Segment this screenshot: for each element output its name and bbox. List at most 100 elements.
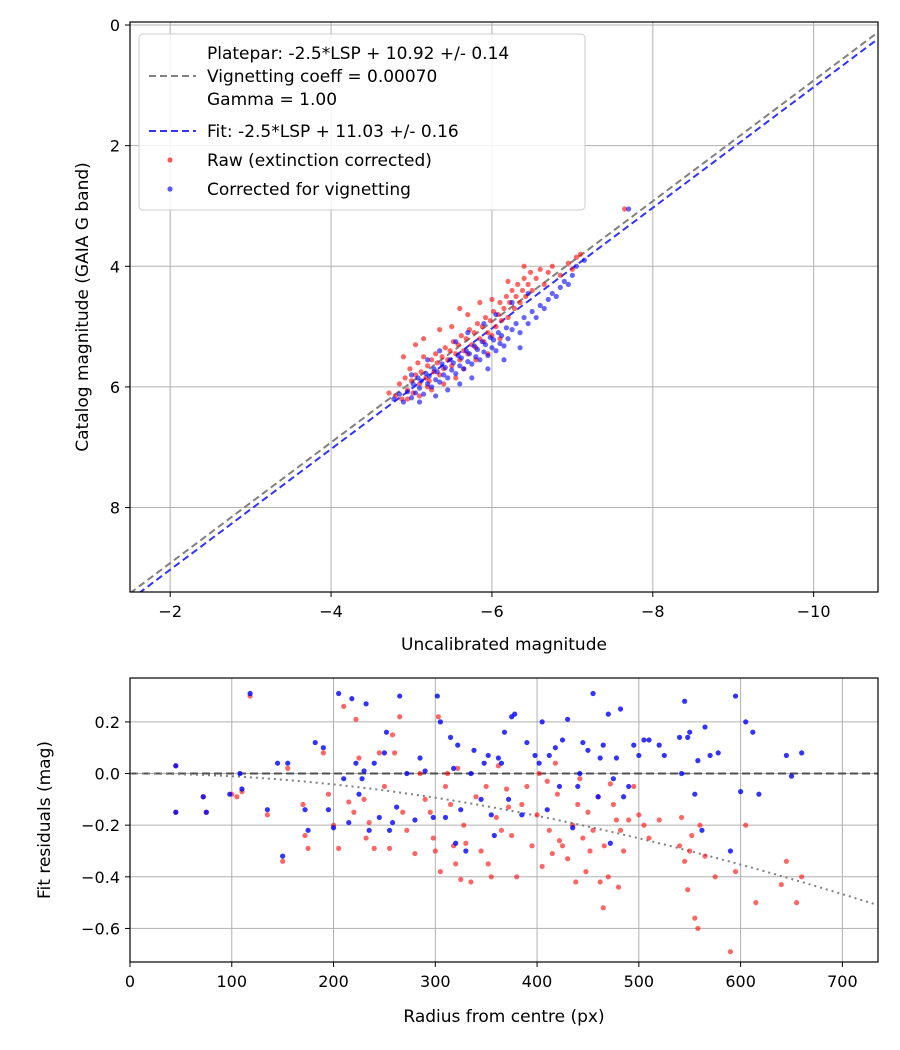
- bottom-xtick-label: 300: [420, 972, 451, 991]
- bottom-point-raw: [793, 900, 800, 906]
- top-point-corrected: [477, 357, 483, 363]
- bottom-point-corrected: [237, 770, 243, 777]
- bottom-point-corrected: [495, 755, 502, 761]
- top-point-corrected: [553, 293, 559, 300]
- bottom-point-raw: [590, 827, 596, 833]
- top-xtick-label: −10: [797, 602, 831, 621]
- bottom-point-raw: [636, 812, 642, 818]
- top-point-corrected: [441, 372, 447, 378]
- top-point-corrected: [525, 290, 531, 297]
- bottom-point-corrected: [738, 789, 744, 795]
- bottom-point-raw: [519, 801, 525, 808]
- bottom-point-raw: [607, 781, 613, 787]
- bottom-point-raw: [678, 814, 685, 821]
- top-point-raw: [400, 354, 407, 360]
- bottom-point-raw: [422, 796, 428, 802]
- top-point-raw: [505, 278, 511, 284]
- top-point-corrected: [426, 373, 432, 379]
- top-point-raw: [503, 293, 510, 300]
- top-point-raw: [396, 381, 403, 387]
- top-point-raw: [569, 266, 575, 272]
- bottom-point-corrected: [617, 706, 624, 712]
- bottom-point-corrected: [397, 693, 403, 699]
- legend-raw-text: Raw (extinction corrected): [207, 151, 432, 171]
- bottom-point-corrected: [676, 734, 683, 740]
- bottom-point-raw: [376, 750, 382, 756]
- bottom-point-raw: [682, 858, 688, 864]
- bottom-point-corrected: [695, 758, 701, 764]
- top-point-corrected: [489, 345, 495, 351]
- top-point-raw: [402, 375, 408, 381]
- bottom-xtick-label: 100: [216, 972, 247, 991]
- bottom-point-raw: [544, 778, 550, 784]
- top-point-corrected: [420, 391, 427, 397]
- top-point-raw: [420, 354, 427, 360]
- bottom-point-raw: [455, 765, 461, 771]
- bottom-point-corrected: [661, 752, 667, 759]
- top-point-corrected: [465, 358, 471, 365]
- top-point-raw: [429, 357, 435, 363]
- bottom-point-raw: [285, 765, 291, 771]
- top-point-raw: [573, 254, 579, 260]
- top-point-raw: [485, 330, 491, 336]
- top-point-corrected: [509, 299, 515, 306]
- bottom-point-raw: [583, 869, 589, 875]
- bottom-point-corrected: [732, 693, 739, 699]
- bottom-point-raw: [546, 827, 552, 833]
- top-ticks: −2 −4 −6 −8 −10 0 2 4 6 8: [110, 16, 831, 621]
- bottom-point-raw: [689, 832, 695, 839]
- bottom-point-raw: [559, 843, 566, 849]
- bottom-point-raw: [552, 760, 558, 766]
- bottom-point-corrected: [636, 752, 642, 759]
- top-point-corrected: [449, 367, 455, 373]
- top-point-raw: [565, 260, 571, 266]
- bottom-point-corrected: [359, 776, 365, 782]
- bottom-point-corrected: [783, 752, 790, 759]
- top-points: [386, 206, 632, 405]
- legend-fit-text: Fit: -2.5*LSP + 11.03 +/- 0.16: [207, 122, 459, 142]
- bottom-point-corrected: [363, 701, 369, 707]
- top-ytick-label: 6: [110, 378, 120, 397]
- bottom-point-corrected: [532, 752, 538, 759]
- bottom-ticks: 0 100 200 300 400 500 600 700 0.2 0.0 −0.2 −0.4 −0.6: [81, 713, 858, 991]
- top-point-raw: [545, 269, 551, 275]
- bottom-point-raw: [453, 861, 459, 867]
- bottom-point-raw: [463, 840, 469, 846]
- bottom-point-corrected: [356, 791, 362, 797]
- top-point-corrected: [429, 384, 435, 390]
- bottom-point-corrected: [570, 825, 576, 831]
- top-frame: [129, 21, 879, 593]
- top-point-raw: [489, 296, 495, 303]
- bottom-point-raw: [485, 861, 491, 867]
- bottom-point-raw: [600, 905, 606, 911]
- bottom-point-corrected: [685, 734, 691, 740]
- bottom-point-corrected: [383, 729, 390, 735]
- top-point-corrected: [626, 206, 632, 212]
- bottom-point-raw: [605, 874, 611, 880]
- bottom-point-corrected: [437, 719, 443, 725]
- top-line-fit: [138, 38, 878, 592]
- top-point-raw: [515, 281, 521, 287]
- top-point-corrected: [473, 354, 479, 360]
- top-point-corrected: [461, 366, 467, 372]
- top-point-corrected: [537, 302, 543, 309]
- bottom-point-raw: [444, 770, 451, 777]
- top-point-corrected: [416, 399, 423, 405]
- top-point-raw: [465, 311, 471, 318]
- bottom-point-raw: [400, 809, 406, 815]
- bottom-point-raw: [524, 783, 530, 790]
- top-point-corrected: [517, 345, 523, 351]
- bottom-point-raw: [325, 791, 332, 797]
- bottom-point-corrected: [692, 791, 698, 797]
- bottom-point-raw: [712, 874, 718, 880]
- top-point-corrected: [445, 387, 451, 393]
- bottom-point-corrected: [430, 814, 436, 821]
- bottom-point-corrected: [434, 693, 440, 699]
- bottom-point-raw: [442, 783, 449, 790]
- bottom-point-raw: [697, 822, 703, 828]
- top-point-corrected: [505, 336, 511, 342]
- bottom-point-corrected: [539, 719, 545, 725]
- bottom-point-corrected: [481, 760, 487, 766]
- bottom-point-corrected: [274, 760, 281, 766]
